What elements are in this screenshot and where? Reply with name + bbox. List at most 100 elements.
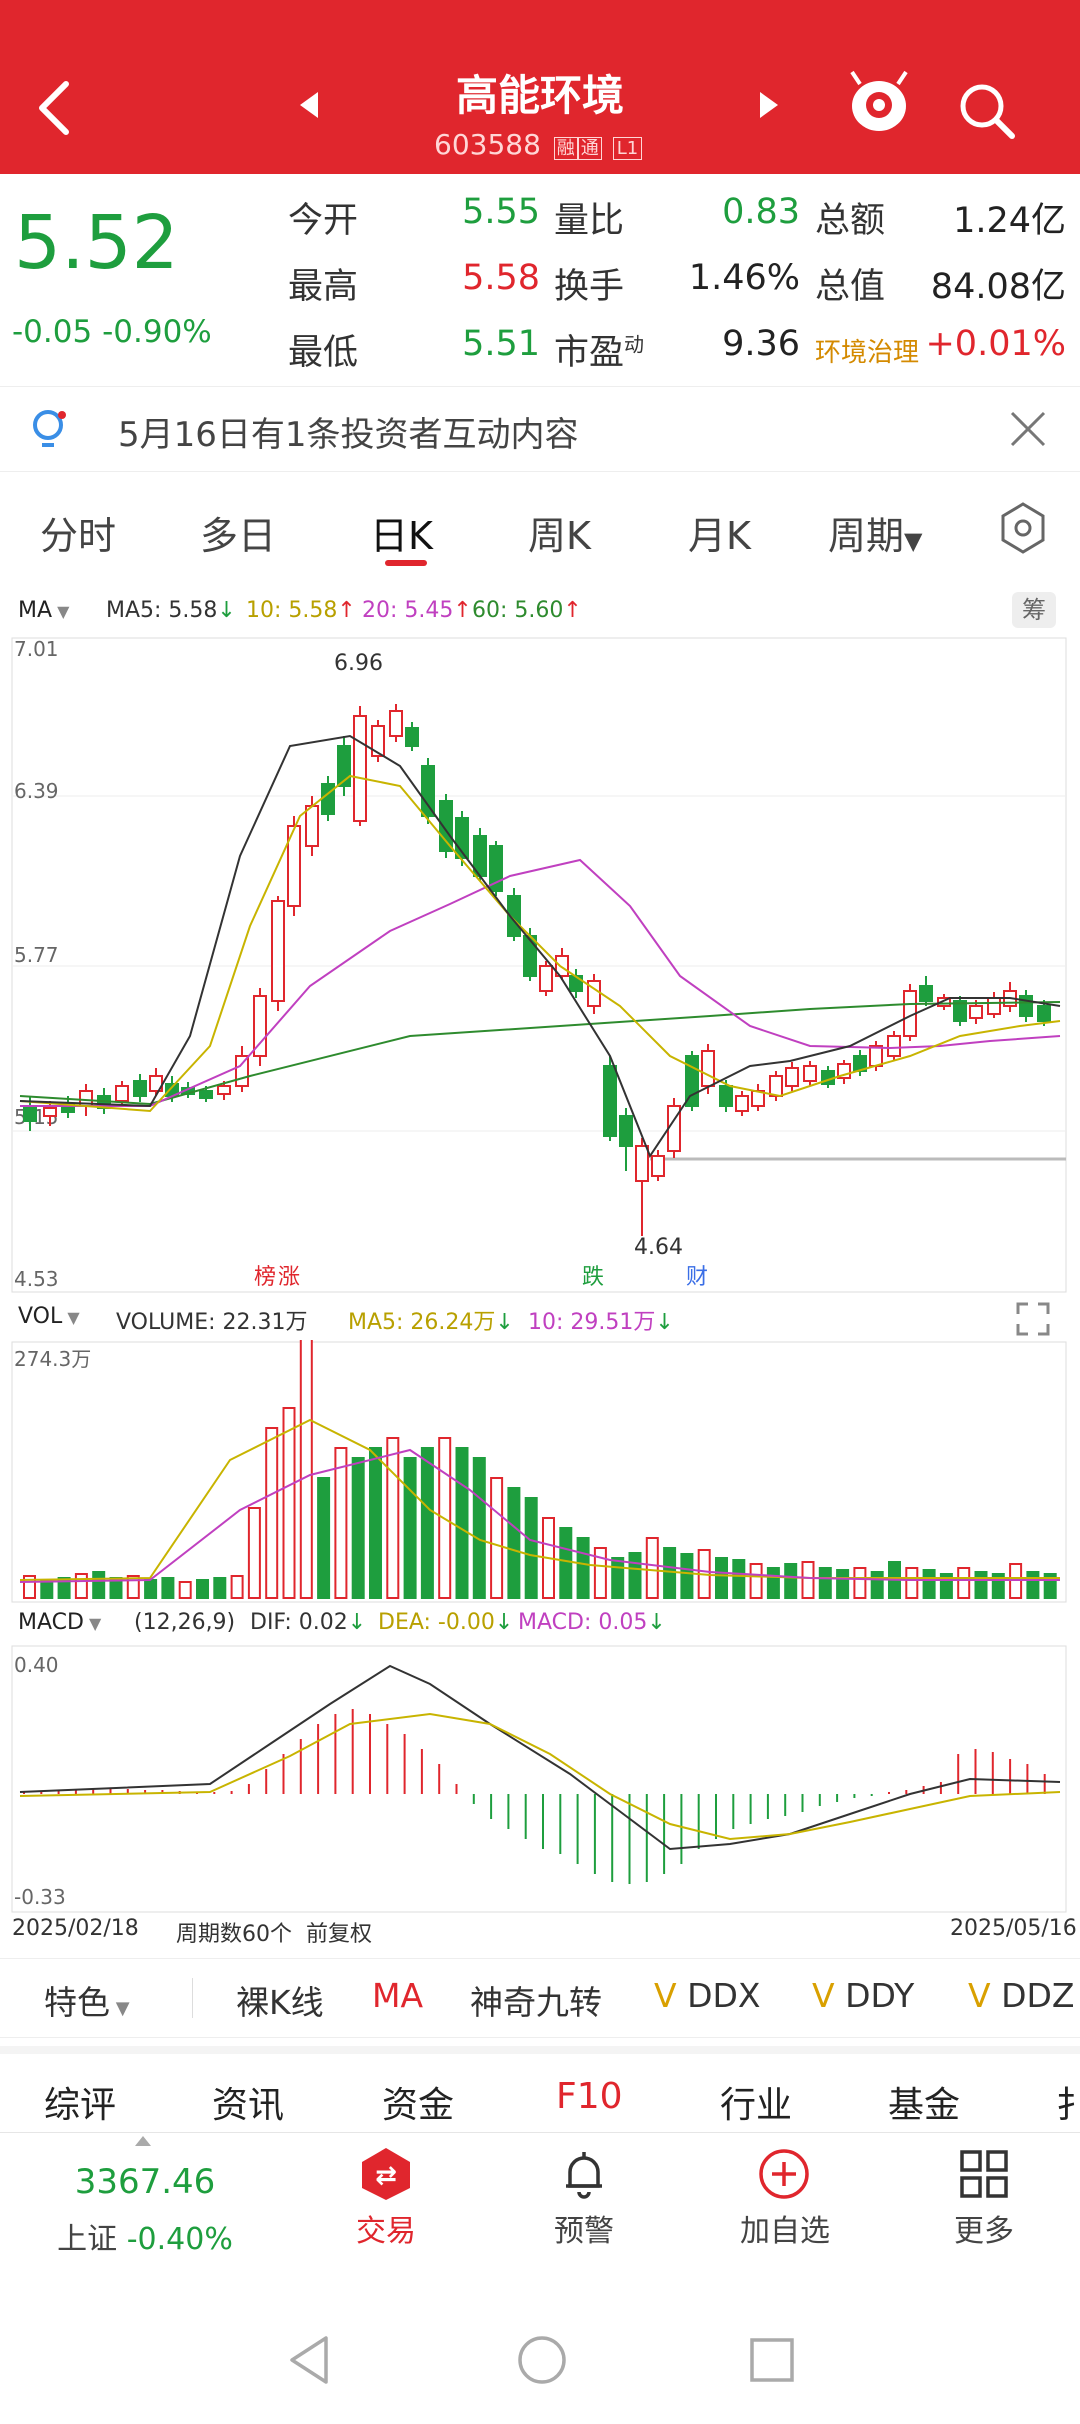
tab-f10[interactable]: F10 bbox=[556, 2076, 623, 2117]
event-mark-die[interactable]: 跌 bbox=[582, 1265, 604, 1290]
tab-multiday[interactable]: 多日 bbox=[200, 514, 277, 558]
tab-period[interactable]: 周期▼ bbox=[828, 505, 922, 560]
candle-body bbox=[769, 1075, 783, 1097]
volume-bar bbox=[317, 1477, 331, 1599]
naked-k-button[interactable]: 裸K线 bbox=[236, 1983, 324, 2022]
volume-bar bbox=[92, 1571, 106, 1599]
volume-bar bbox=[507, 1487, 521, 1599]
ma-selector[interactable]: MA ▼ bbox=[18, 598, 69, 623]
y-tick-5.77: 5.77 bbox=[14, 943, 59, 967]
next-stock-icon[interactable] bbox=[756, 90, 780, 120]
volume-chart[interactable]: 274.3万 bbox=[10, 1340, 1068, 1604]
volume-bar bbox=[351, 1457, 365, 1599]
volume-bar bbox=[593, 1547, 607, 1599]
vip-v-icon: V bbox=[654, 1976, 688, 2015]
event-mark-cai[interactable]: 财 bbox=[686, 1265, 708, 1290]
system-home-icon[interactable] bbox=[512, 2330, 572, 2390]
vol-ma10-line bbox=[19, 1448, 1060, 1583]
ddz-button[interactable]: V DDZ bbox=[968, 1976, 1075, 2015]
turnover-amount-value: 1.24亿 bbox=[953, 201, 1066, 241]
k-chart[interactable]: 7.01 6.39 5.77 5.15 4.53 6.96 4.64 榜 涨 跌… bbox=[10, 636, 1068, 1296]
nav-add-label: 加自选 bbox=[740, 2214, 830, 2249]
volume-bar bbox=[1043, 1573, 1057, 1599]
tab-overview[interactable]: 综评 bbox=[44, 2085, 117, 2126]
ddy-button[interactable]: V DDY bbox=[812, 1976, 914, 2015]
close-icon[interactable] bbox=[1008, 409, 1048, 449]
tab-monthly-k[interactable]: 月K bbox=[688, 514, 751, 558]
ddx-label: DDX bbox=[687, 1976, 761, 2015]
volume-bar bbox=[680, 1553, 694, 1599]
ma-indicator-button[interactable]: MA bbox=[372, 1976, 424, 2015]
arrow-down-icon: ↓ bbox=[217, 598, 236, 623]
candle-body bbox=[719, 1085, 733, 1107]
mascot-icon[interactable] bbox=[846, 68, 912, 138]
feature-dropdown[interactable]: 特色 ▼ bbox=[44, 1976, 130, 2024]
nav-more-label: 更多 bbox=[954, 2214, 1014, 2249]
chevron-down-icon: ▼ bbox=[83, 1614, 102, 1633]
active-tab-indicator bbox=[385, 560, 427, 566]
tab-intraday[interactable]: 分时 bbox=[40, 514, 117, 558]
tab-industry[interactable]: 行业 bbox=[720, 2085, 793, 2126]
candle-body bbox=[953, 1000, 967, 1022]
system-recents-icon[interactable] bbox=[742, 2330, 802, 2390]
event-mark-zhang[interactable]: 涨 bbox=[278, 1265, 300, 1290]
candle-body bbox=[321, 783, 335, 815]
macd-chart[interactable]: 0.40 -0.33 bbox=[10, 1644, 1068, 1914]
search-icon[interactable] bbox=[956, 80, 1018, 142]
app-header: 高能环境 603588 融通 L1 bbox=[0, 0, 1080, 174]
macd-selector[interactable]: MACD ▼ bbox=[18, 1610, 101, 1635]
system-back-icon[interactable] bbox=[280, 2330, 340, 2390]
prev-stock-icon[interactable] bbox=[298, 90, 322, 120]
volume-bar bbox=[144, 1579, 158, 1599]
tab-fund[interactable]: 基金 bbox=[888, 2085, 961, 2126]
candle-body bbox=[569, 975, 583, 992]
ddx-button[interactable]: V DDX bbox=[654, 1976, 761, 2015]
volume-bar bbox=[957, 1567, 971, 1599]
level-badge: L1 bbox=[612, 137, 643, 160]
candle-body bbox=[651, 1155, 665, 1177]
tab-news[interactable]: 资讯 bbox=[212, 2085, 285, 2126]
tab-weekly-k[interactable]: 周K bbox=[528, 514, 591, 558]
ma60-line bbox=[19, 1001, 1061, 1106]
tab-capital[interactable]: 资金 bbox=[382, 2085, 455, 2126]
back-icon[interactable] bbox=[34, 78, 74, 138]
tab-daily-k[interactable]: 日K bbox=[370, 514, 433, 558]
magic-nine-button[interactable]: 神奇九转 bbox=[470, 1983, 602, 2022]
sector-name[interactable]: 环境治理 bbox=[815, 338, 920, 368]
candle-body bbox=[987, 997, 1001, 1015]
volume-bar bbox=[801, 1561, 815, 1599]
x-axis-end-date: 2025/05/16 bbox=[950, 1916, 1077, 1941]
vip-v-icon: V bbox=[968, 1976, 1002, 2015]
turnover-rate-label: 换手 bbox=[554, 267, 625, 307]
trade-icon: ⇄ bbox=[362, 2148, 410, 2200]
chip-distribution-button[interactable]: 筹 bbox=[1012, 592, 1056, 628]
index-name: 上证 bbox=[57, 2222, 118, 2257]
sector-change: +0.01% bbox=[925, 324, 1066, 364]
volume-bar bbox=[213, 1577, 227, 1599]
candle-body bbox=[1037, 1005, 1051, 1022]
arrow-down-icon: ↓ bbox=[347, 1610, 367, 1635]
volume-bar bbox=[299, 1340, 313, 1599]
notice-bar[interactable]: 5月16日有1条投资者互动内容 bbox=[0, 386, 1080, 472]
settings-hexagon-icon[interactable] bbox=[998, 500, 1048, 556]
open-value: 5.55 bbox=[462, 192, 540, 232]
arrow-up-icon: ↑ bbox=[337, 598, 356, 623]
x-axis-start-date: 2025/02/18 bbox=[12, 1916, 139, 1941]
macd-dif-legend: DIF: 0.02↓ bbox=[250, 1610, 366, 1635]
chevron-down-icon: ▼ bbox=[904, 527, 923, 555]
adjust-mode[interactable]: 前复权 bbox=[306, 1922, 373, 1947]
high-value: 5.58 bbox=[462, 258, 540, 298]
index-info[interactable]: 上证 -0.40% bbox=[40, 2214, 250, 2258]
expand-icon[interactable] bbox=[1014, 1300, 1052, 1338]
ma5-legend: MA5: 5.58↓ bbox=[106, 598, 236, 623]
volume-bar bbox=[991, 1573, 1005, 1599]
candle-body bbox=[735, 1095, 749, 1112]
index-value[interactable]: 3367.46 bbox=[74, 2162, 216, 2202]
volume-bar bbox=[870, 1571, 884, 1599]
vol-selector[interactable]: VOL ▼ bbox=[18, 1304, 80, 1329]
pe-label: 市盈动 bbox=[554, 324, 644, 375]
volume-bar bbox=[853, 1567, 867, 1599]
volume-bar bbox=[455, 1447, 469, 1599]
event-mark-bang[interactable]: 榜 bbox=[254, 1265, 276, 1290]
tab-more-cut[interactable]: 扌 bbox=[1056, 2085, 1080, 2126]
